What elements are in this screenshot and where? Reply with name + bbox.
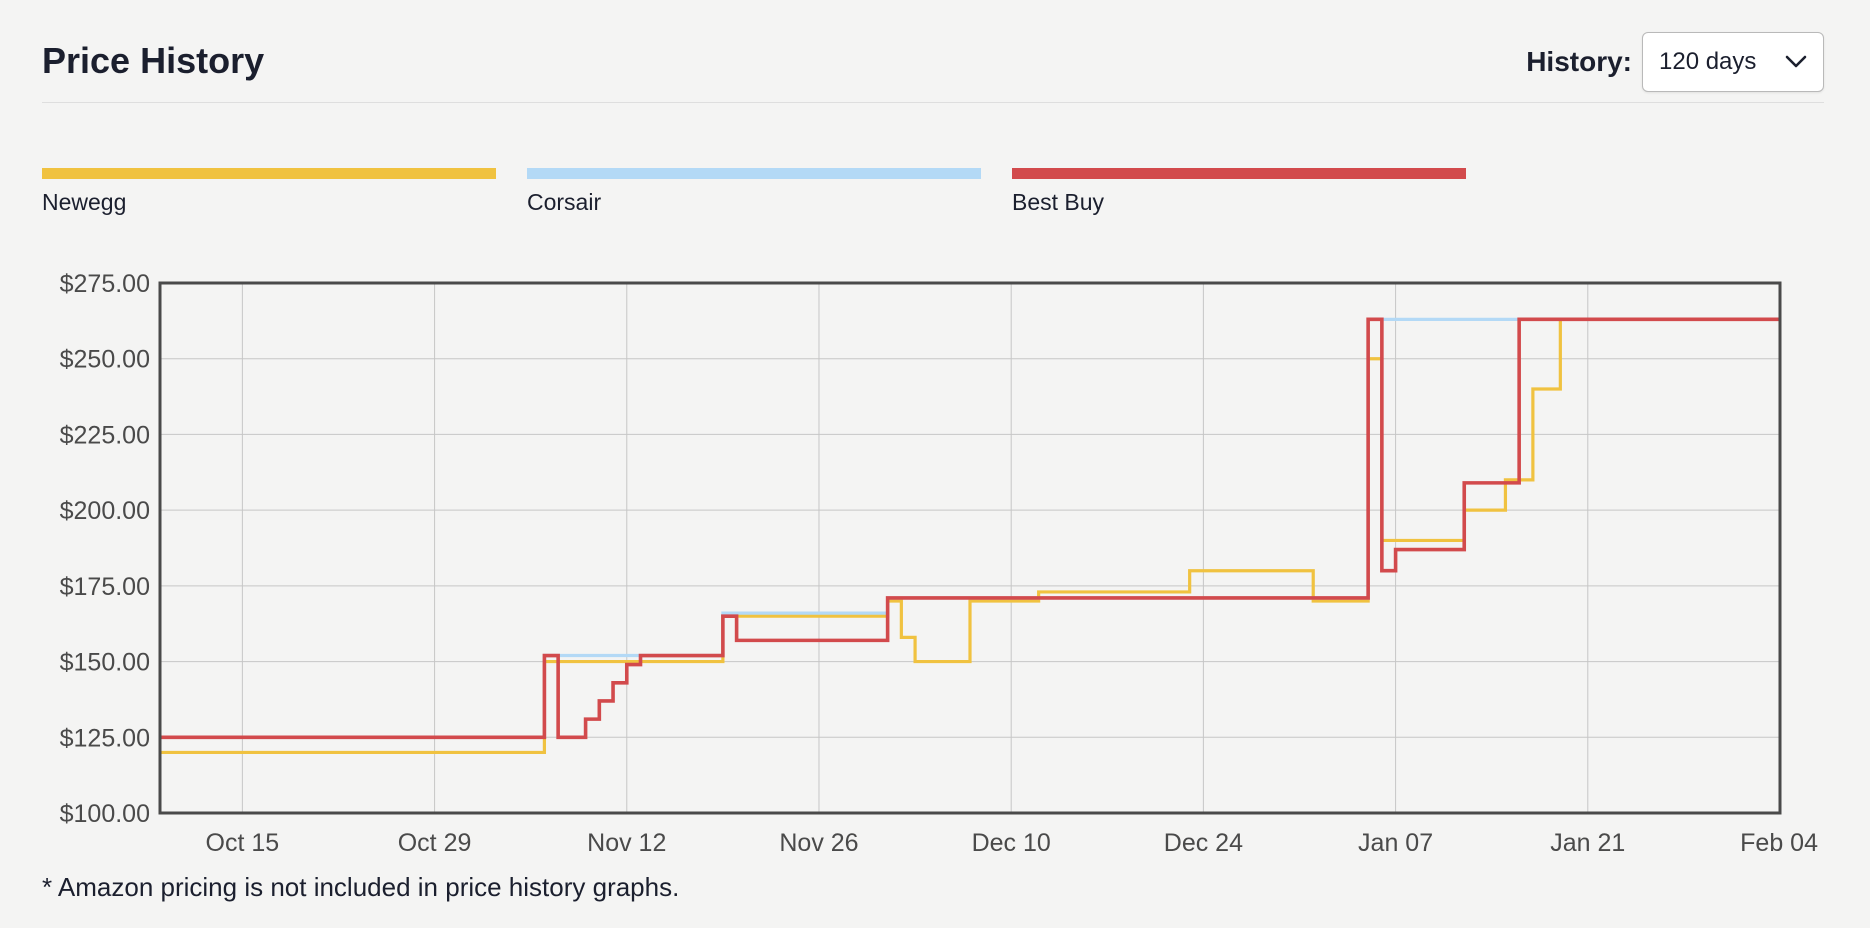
- x-tick-label: Oct 29: [398, 829, 472, 857]
- y-tick-label: $275.00: [60, 270, 150, 298]
- legend-swatch-bestbuy: [1012, 168, 1466, 179]
- legend-label-corsair: Corsair: [527, 189, 602, 215]
- legend-label-bestbuy: Best Buy: [1012, 189, 1105, 215]
- history-select-value: 120 days: [1659, 48, 1757, 75]
- plot-frame: [158, 281, 1782, 815]
- x-tick-label: Feb 04: [1740, 829, 1818, 857]
- y-tick-label: $150.00: [60, 649, 150, 677]
- legend-item-bestbuy[interactable]: Best Buy: [1012, 168, 1466, 216]
- legend-label-newegg: Newegg: [42, 189, 127, 215]
- x-tick-label: Jan 21: [1550, 829, 1625, 857]
- x-tick-label: Nov 12: [587, 829, 666, 857]
- x-tick-label: Jan 07: [1358, 829, 1433, 857]
- series-line-best-buy: [160, 317, 1780, 740]
- x-tick-label: Dec 10: [972, 829, 1051, 857]
- legend-swatch-corsair: [527, 168, 981, 179]
- legend-swatch-newegg: [42, 168, 496, 179]
- y-tick-label: $175.00: [60, 573, 150, 601]
- x-tick-label: Dec 24: [1164, 829, 1243, 857]
- x-tick-label: Nov 26: [779, 829, 858, 857]
- chart-legend: Newegg Corsair Best Buy: [42, 168, 1497, 216]
- x-tick-label: Oct 15: [206, 829, 280, 857]
- legend-item-corsair[interactable]: Corsair: [527, 168, 981, 216]
- page-title: Price History: [42, 40, 265, 81]
- history-control: History: 120 days: [1526, 32, 1824, 92]
- y-tick-label: $250.00: [60, 346, 150, 374]
- price-history-chart: $100.00 $125.00 $150.00 $175.00 $200.00 $225.…: [60, 270, 1818, 857]
- footnote: * Amazon pricing is not included in pric…: [42, 872, 680, 902]
- plot-area: [160, 283, 1780, 813]
- y-tick-label: $100.00: [60, 800, 150, 828]
- y-tick-label: $200.00: [60, 497, 150, 525]
- history-label: History:: [1526, 46, 1632, 77]
- y-tick-label: $225.00: [60, 421, 150, 449]
- header: Price History History: 120 days: [42, 30, 1824, 103]
- y-tick-label: $125.00: [60, 724, 150, 752]
- chevron-down-icon: [1785, 48, 1807, 76]
- history-select[interactable]: 120 days: [1642, 32, 1824, 92]
- legend-item-newegg[interactable]: Newegg: [42, 168, 496, 216]
